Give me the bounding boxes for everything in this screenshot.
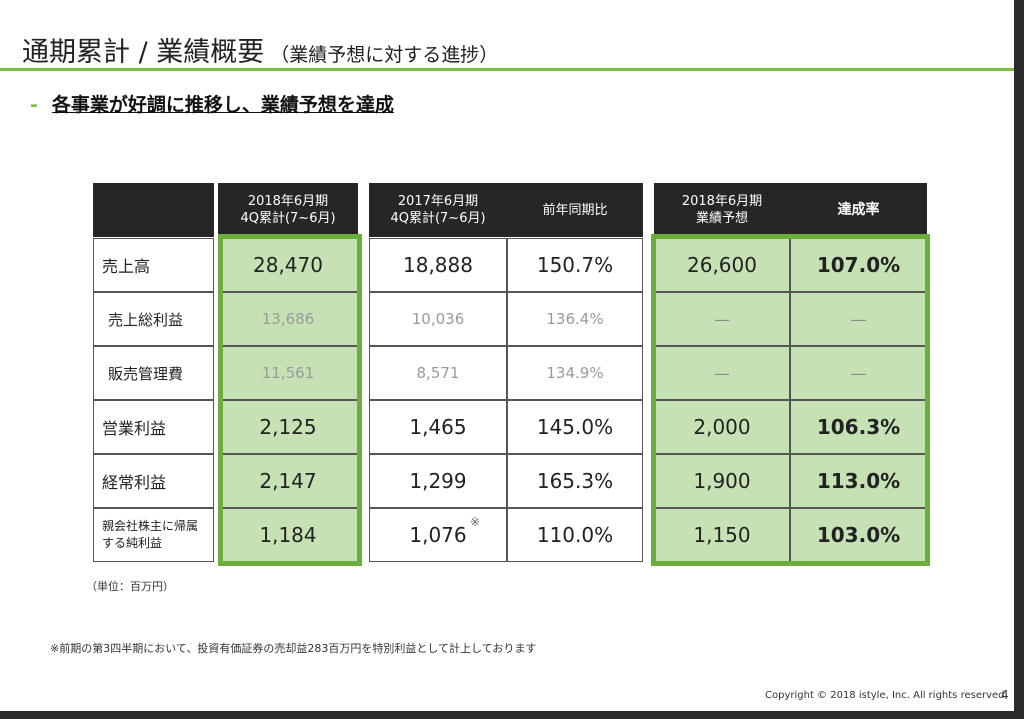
- cell-yoy-operating-profit: 145.0%: [507, 400, 643, 454]
- row-label-net-income: 親会社株主に帰属 する純利益: [93, 508, 214, 562]
- row-label-operating-profit: 営業利益: [93, 400, 214, 454]
- header-previous-line1: 2017年6月期: [397, 194, 479, 209]
- cell-previous-revenue: 18,888: [369, 238, 507, 292]
- highlight-current-column: [218, 234, 362, 566]
- cell-forecast-gross-profit: —: [654, 292, 790, 346]
- header-achievement: 達成率: [790, 183, 927, 237]
- row-label-net-income-line1: 親会社株主に帰属: [102, 519, 199, 533]
- row-label-sga: 販売管理費: [93, 346, 214, 400]
- header-previous-period: 2017年6月期 4Q累計(7~6月): [369, 183, 507, 237]
- cell-current-operating-profit: 2,125: [218, 400, 358, 454]
- cell-previous-operating-profit: 1,465: [369, 400, 507, 454]
- cell-achievement-gross-profit: —: [790, 292, 927, 346]
- highlight-forecast-columns: [651, 234, 930, 566]
- row-label-net-income-line2: する純利益: [102, 536, 163, 550]
- cell-current-net-income: 1,184: [218, 508, 358, 562]
- page-number: 4: [1001, 688, 1009, 702]
- cell-previous-net-income-value: 1,076: [409, 523, 467, 547]
- title-subtitle: （業績予想に対する進捗）: [270, 44, 499, 66]
- cell-yoy-net-income: 110.0%: [507, 508, 643, 562]
- copyright: Copyright © 2018 istyle, Inc. All rights…: [765, 690, 1008, 701]
- header-forecast-line1: 2018年6月期: [681, 194, 763, 209]
- cell-achievement-ordinary-profit: 113.0%: [790, 454, 927, 508]
- row-label-revenue: 売上高: [93, 238, 214, 292]
- headline-text: 各事業が好調に推移し、業績予想を達成: [51, 94, 394, 116]
- cell-forecast-net-income: 1,150: [654, 508, 790, 562]
- header-current-line1: 2018年6月期: [247, 194, 329, 209]
- cell-achievement-operating-profit: 106.3%: [790, 400, 927, 454]
- cell-current-sga: 11,561: [218, 346, 358, 400]
- cell-previous-gross-profit: 10,036: [369, 292, 507, 346]
- title-divider: [0, 68, 1014, 71]
- cell-previous-ordinary-profit: 1,299: [369, 454, 507, 508]
- cell-forecast-revenue: 26,600: [654, 238, 790, 292]
- header-current-period: 2018年6月期 4Q累計(7~6月): [218, 183, 358, 237]
- cell-previous-sga: 8,571: [369, 346, 507, 400]
- header-yoy: 前年同期比: [507, 183, 643, 237]
- cell-current-revenue: 28,470: [218, 238, 358, 292]
- cell-forecast-operating-profit: 2,000: [654, 400, 790, 454]
- header-current-line2: 4Q累計(7~6月): [240, 211, 336, 226]
- row-label-ordinary-profit: 経常利益: [93, 454, 214, 508]
- row-label-gross-profit: 売上総利益: [93, 292, 214, 346]
- page-title: 通期累計 / 業績概要 （業績予想に対する進捗）: [22, 30, 498, 69]
- footnote: ※前期の第3四半期において、投資有価証券の売却益283百万円を特別利益として計上…: [50, 642, 537, 655]
- cell-previous-net-income: 1,076 ※: [369, 508, 507, 562]
- note-mark: ※: [470, 515, 481, 529]
- title-main: 通期累計 / 業績概要: [22, 37, 265, 68]
- header-corner: [93, 183, 214, 237]
- slide: 通期累計 / 業績概要 （業績予想に対する進捗） - 各事業が好調に推移し、業績予想…: [0, 0, 1014, 711]
- headline: - 各事業が好調に推移し、業績予想を達成: [30, 90, 394, 117]
- cell-achievement-revenue: 107.0%: [790, 238, 927, 292]
- header-previous-line2: 4Q累計(7~6月): [390, 211, 486, 226]
- cell-yoy-gross-profit: 136.4%: [507, 292, 643, 346]
- cell-current-gross-profit: 13,686: [218, 292, 358, 346]
- headline-bullet: -: [30, 94, 38, 116]
- cell-current-ordinary-profit: 2,147: [218, 454, 358, 508]
- cell-forecast-ordinary-profit: 1,900: [654, 454, 790, 508]
- cell-yoy-revenue: 150.7%: [507, 238, 643, 292]
- header-forecast: 2018年6月期 業績予想: [654, 183, 790, 237]
- header-forecast-line2: 業績予想: [695, 211, 748, 226]
- unit-note: （単位：百万円）: [86, 580, 174, 593]
- cell-yoy-sga: 134.9%: [507, 346, 643, 400]
- cell-achievement-sga: —: [790, 346, 927, 400]
- cell-yoy-ordinary-profit: 165.3%: [507, 454, 643, 508]
- cell-achievement-net-income: 103.0%: [790, 508, 927, 562]
